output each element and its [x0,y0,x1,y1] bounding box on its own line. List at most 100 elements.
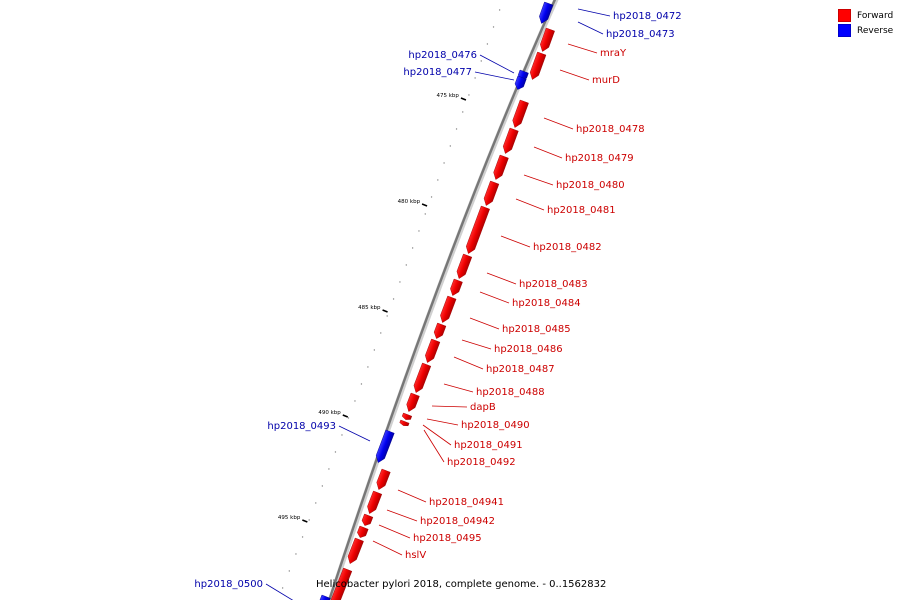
forward-gene-label: hp2018_0495 [413,533,482,544]
leader-line [372,540,403,556]
leader-line [378,524,411,539]
leader-line [426,418,459,426]
forward-gene [433,322,447,339]
minor-tick [341,434,343,436]
tick-mark [302,519,308,523]
legend-label: Reverse [857,25,894,36]
leader-line [461,339,492,350]
forward-gene-label: hp2018_0478 [576,124,645,135]
minor-tick [424,213,426,215]
minor-tick [328,468,330,470]
minor-tick [418,230,420,232]
leader-line [523,174,554,186]
reverse-gene-label: hp2018_0493 [267,421,336,432]
tick-label: 485 kbp [358,305,381,311]
reverse-gene [375,429,395,463]
leader-line [577,21,604,35]
minor-tick [295,553,297,555]
tick-label: 475 kbp [437,93,460,99]
leader-line [338,425,371,442]
forward-gene-label: hp2018_0481 [547,205,616,216]
leader-line [577,8,611,17]
reverse-swatch [838,24,851,37]
minor-tick [308,519,310,521]
forward-gene [512,99,529,128]
leader-line [469,317,500,330]
reverse-gene [539,1,554,24]
forward-gene [425,338,441,363]
leader-line [515,198,545,211]
minor-tick [288,570,291,572]
genome-caption: Helicobacter pylori 2018, complete genom… [316,579,607,590]
leader-line [422,424,452,446]
reverse-gene-label: hp2018_0500 [194,579,263,590]
tick-label: 490 kbp [318,410,341,416]
minor-tick [392,298,395,300]
legend: Forward Reverse [838,8,893,38]
forward-gene-label: hp2018_04941 [429,497,504,508]
leader-line [479,54,515,74]
forward-gene [540,27,555,52]
forward-gene-label: hp2018_0485 [502,324,571,335]
forward-gene-label: hslV [405,550,426,561]
leader-line [397,489,427,503]
leader-line [543,117,574,130]
forward-gene [440,295,457,323]
minor-tick [462,111,464,113]
minor-tick [354,400,356,402]
minor-tick [486,43,489,45]
forward-gene [483,180,500,206]
forward-gene-label: hp2018_0483 [519,279,588,290]
forward-gene-label: hp2018_0487 [486,364,555,375]
minor-tick [411,247,414,249]
forward-gene [450,278,463,296]
minor-tick [449,145,452,147]
reverse-gene-label: hp2018_0477 [403,67,472,78]
leader-line [386,509,418,522]
leader-line [500,235,531,248]
forward-gene [502,127,519,154]
leader-line [453,356,484,370]
leader-line [431,405,468,408]
minor-tick [321,485,324,487]
minor-tick [315,502,317,504]
tick-mark [421,203,428,207]
forward-gene-label: hp2018_0486 [494,344,563,355]
forward-gene-label: dapB [470,402,496,413]
leader-line [486,272,517,285]
minor-tick [474,77,476,79]
forward-gene [493,154,509,180]
forward-gene [399,419,410,427]
minor-tick [281,587,284,589]
forward-gene [330,567,353,600]
forward-gene-label: murD [592,75,620,86]
minor-tick [405,264,407,266]
leader-line [474,71,515,81]
leader-line [423,429,445,463]
forward-gene-label: hp2018_0490 [461,420,530,431]
minor-tick [373,349,376,351]
leader-line [479,291,510,304]
leader-line [567,43,598,54]
forward-gene-label: hp2018_0480 [556,180,625,191]
leader-line [443,383,474,393]
forward-gene-label: hp2018_0479 [565,153,634,164]
backbone [328,0,557,600]
minor-tick [480,60,482,62]
minor-tick [492,26,495,28]
tick-mark [460,97,467,101]
forward-gene [367,490,383,514]
legend-item-forward: Forward [838,8,893,23]
forward-gene [361,513,374,526]
forward-gene-label: hp2018_0484 [512,298,581,309]
forward-gene [401,412,413,420]
minor-tick [334,451,337,453]
tick-label: 495 kbp [278,515,301,521]
leader-line [533,146,563,159]
reverse-gene [514,75,527,90]
reverse-gene-label: hp2018_0472 [613,11,682,22]
forward-gene-label: hp2018_0491 [454,440,523,451]
tick-mark [382,309,388,313]
minor-tick [430,196,433,198]
